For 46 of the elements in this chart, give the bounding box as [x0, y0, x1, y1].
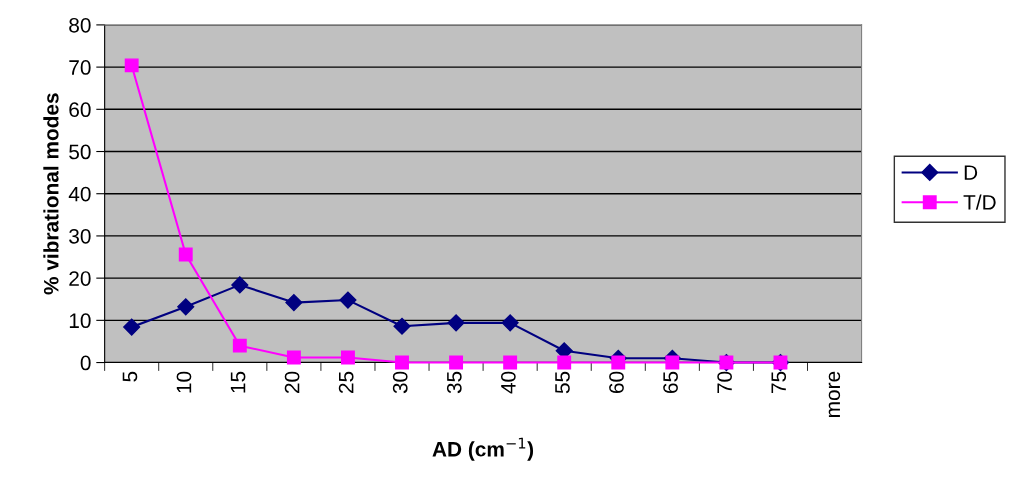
x-tick-label: 65	[663, 371, 678, 393]
point	[178, 247, 193, 262]
x-tick-label: 10	[176, 371, 192, 393]
x-axis-title: AD (cm$^{−1}$)	[432, 437, 534, 461]
point	[285, 294, 303, 312]
legend-label: D	[964, 165, 978, 180]
point	[447, 314, 465, 332]
point	[286, 350, 301, 365]
point	[665, 355, 680, 370]
legend-label: T/D	[963, 194, 996, 210]
point	[177, 298, 195, 316]
y-tick-label: 50	[69, 144, 91, 160]
point	[503, 355, 518, 370]
x-tick-label: 40	[500, 371, 516, 394]
y-axis-title: % vibrational modes	[43, 93, 59, 295]
y-tick-label: 70	[69, 60, 91, 75]
x-tick-label: 35	[446, 371, 462, 394]
x-tick-label: 60	[609, 371, 624, 393]
point	[393, 317, 411, 335]
point	[232, 338, 247, 353]
y-tick-label: 80	[69, 17, 91, 33]
point	[501, 314, 519, 332]
point	[395, 355, 409, 370]
x-tick-label: 70	[717, 371, 732, 393]
x-tick-label: 20	[284, 371, 300, 393]
point	[611, 355, 626, 370]
point	[339, 291, 357, 309]
y-tick-label: 20	[69, 271, 91, 286]
x-tick-label: 75	[771, 371, 787, 393]
x-tick-label: 30	[392, 371, 408, 394]
x-tick-label: more	[828, 371, 841, 417]
point	[340, 350, 355, 365]
y-tick-label: 0	[80, 355, 91, 371]
x-tick-label: 15	[230, 371, 246, 393]
point	[124, 58, 139, 73]
x-tick-label: 5	[122, 371, 138, 382]
point	[449, 355, 464, 370]
x-tick-label: 55	[555, 371, 570, 394]
x-tick-label: 25	[338, 371, 354, 393]
y-tick-label: 60	[69, 102, 91, 118]
point	[231, 276, 249, 294]
point	[557, 355, 572, 370]
y-tick-label: 30	[69, 228, 91, 244]
y-tick-label: 10	[69, 313, 91, 329]
point	[123, 318, 141, 336]
y-tick-label: 40	[68, 186, 91, 202]
